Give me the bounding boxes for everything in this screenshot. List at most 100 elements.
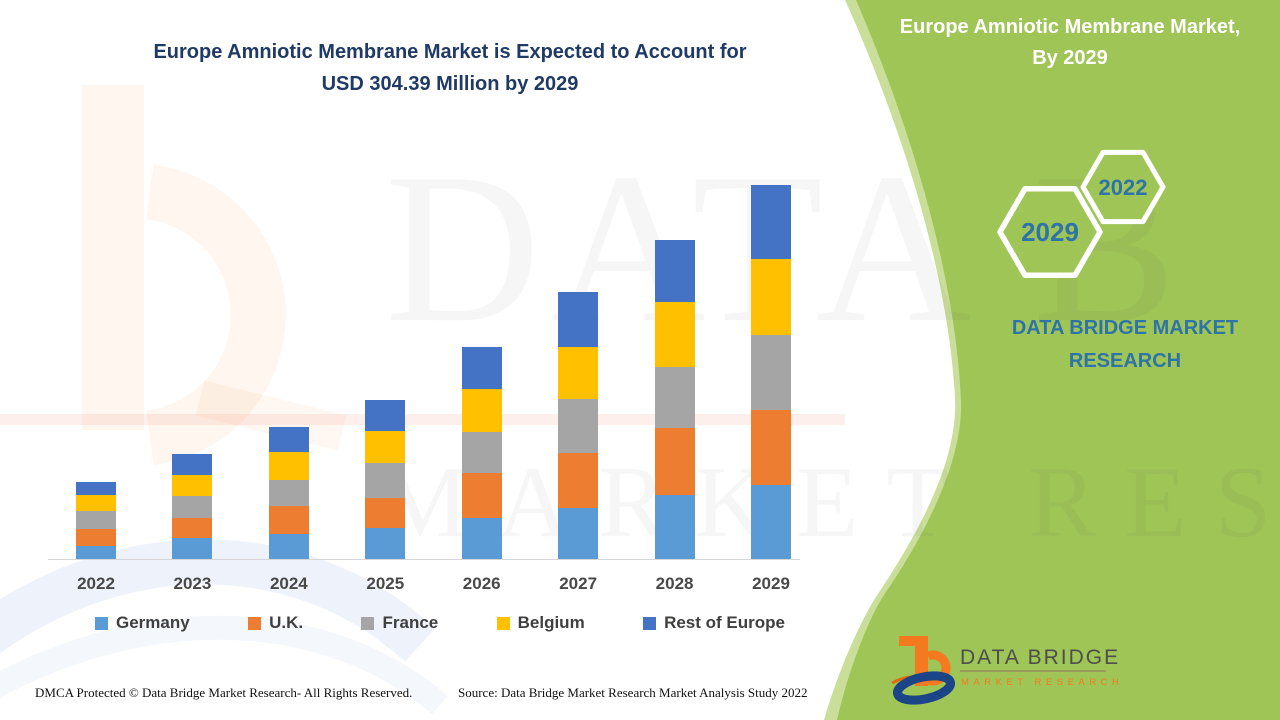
footer-source-text: Source: Data Bridge Market Research Mark… [458,685,808,700]
bar-2029-segment-france [751,334,791,410]
bar-2028-segment-u-k [654,428,695,495]
logo-swoosh-blue [892,671,956,705]
bar-2025-segment-germany [365,528,406,560]
legend-item-germany: Germany [95,613,190,633]
x-axis-label-2029: 2029 [752,574,790,593]
bar-2025-segment-rest-of-europe [365,400,406,432]
logo-b-foot [899,636,923,646]
bar-2028 [654,240,695,560]
bar-2029-segment-u-k [751,410,791,485]
legend-item-u-k: U.K. [248,613,303,633]
legend-label-belgium: Belgium [517,613,585,632]
bar-2025 [365,400,406,560]
side-panel-title: Europe Amniotic Membrane Market, By 2029 [860,12,1280,74]
bar-2027-segment-rest-of-europe [558,291,599,347]
side-panel-brand-line1: DATA BRIDGE MARKET [1011,317,1239,339]
bar-2026-segment-rest-of-europe [461,346,502,390]
legend-swatch-germany [95,616,108,630]
bar-2027 [558,291,599,560]
x-axis-label-2024: 2024 [269,574,308,593]
bar-2025-segment-u-k [365,497,406,529]
legend-label-germany: Germany [116,613,190,632]
bar-2026 [461,346,502,560]
logo-swoosh-ellipse [892,671,956,705]
watermark-b-stem [82,85,144,430]
bar-2026-segment-belgium [461,389,502,433]
watermark-swoosh-blue2 [0,615,448,715]
bar-2028-segment-rest-of-europe [654,240,695,302]
bar-2023-segment-u-k [172,517,213,539]
x-axis-label-2023: 2023 [173,574,212,593]
bar-2026-segment-germany [461,518,502,560]
bar-2029-segment-rest-of-europe [751,185,791,260]
logo-subtitle-text: MARKET RESEARCH [961,677,1120,688]
legend-swatch-rest-of-europe [643,616,657,630]
bar-2028-segment-france [654,366,695,429]
legend: Germany U.K. France Belgium Rest of Europe [95,613,785,633]
legend-swatch-belgium [496,616,510,630]
legend-item-belgium: Belgium [496,613,585,633]
chart-title: Europe Amniotic Membrane Market is Expec… [60,36,840,100]
chart-title-line1: Europe Amniotic Membrane Market is Expec… [153,41,747,63]
bar-2026-segment-u-k [461,473,502,519]
bar-2025-segment-france [365,463,406,498]
bar-2029-segment-germany [751,485,791,560]
bar-2022 [76,481,116,560]
plot-area [0,185,860,560]
bar-2027-segment-france [558,399,599,454]
logo-name-text: DATA BRIDGE [960,646,1120,669]
x-axis-line [48,559,800,560]
bar-2023-segment-belgium [172,474,213,497]
side-panel-title-line1: Europe Amniotic Membrane Market, [899,16,1241,38]
x-axis-labels: 2022 2023 2024 2025 2026 2027 2028 2029 [0,574,860,600]
bar-2023-segment-rest-of-europe [172,454,213,475]
bar-2025-segment-belgium [365,431,406,464]
bar-2023-segment-germany [172,538,213,560]
bar-2024-segment-belgium [268,451,309,480]
bar-2027-segment-u-k [558,453,599,509]
bar-2027-segment-germany [558,508,599,560]
bar-2024-segment-u-k [268,505,309,535]
bar-2022-segment-u-k [76,528,116,546]
data-bridge-logo: DATA BRIDGE MARKET RESEARCH [891,636,1120,705]
legend-label-france: France [382,613,439,632]
watermark-swoosh-blue [0,539,436,662]
x-axis-label-2028: 2028 [655,574,694,593]
legend-item-france: France [361,613,438,633]
bar-2024-segment-rest-of-europe [268,426,309,452]
bar-2029-segment-belgium [751,259,791,335]
watermark-underline [0,414,845,425]
watermark-b-bowl [145,164,286,466]
logo-b-bowl [926,650,951,686]
x-axis-label-2025: 2025 [366,574,405,593]
bar-2028-segment-belgium [654,301,695,367]
bar-2024-segment-germany [268,534,309,560]
legend-label-u-k: U.K. [269,613,304,632]
legend-swatch-u-k [248,616,262,630]
x-axis-label-2022: 2022 [77,574,115,593]
x-axis-label-2026: 2026 [462,574,501,593]
chart-title-line2: USD 304.39 Million by 2029 [321,73,579,95]
bar-2027-segment-belgium [558,346,599,400]
bar-2026-segment-france [461,432,502,474]
bar-2022-segment-rest-of-europe [76,481,116,495]
legend-label-rest-of-europe: Rest of Europe [664,613,785,632]
bar-2023-segment-france [172,496,213,518]
footer-dmca-text: DMCA Protected © Data Bridge Market Rese… [35,685,413,700]
bar-2022-segment-belgium [76,494,116,511]
side-panel-brand: DATA BRIDGE MARKET RESEARCH [1000,312,1250,378]
legend-swatch-france [361,616,375,630]
bar-2024-segment-france [268,479,309,506]
x-axis-label-2027: 2027 [559,574,598,593]
bar-2024 [268,426,309,560]
watermark-text-row2: MARKET RESEARCH [378,446,1280,559]
watermark-b-tail [195,380,347,451]
bar-2022-segment-france [76,510,116,529]
bar-2022-segment-germany [76,545,116,560]
side-panel-title-line2: By 2029 [1032,47,1108,69]
legend-item-rest-of-europe: Rest of Europe [643,613,785,633]
bar-2023 [172,454,213,560]
